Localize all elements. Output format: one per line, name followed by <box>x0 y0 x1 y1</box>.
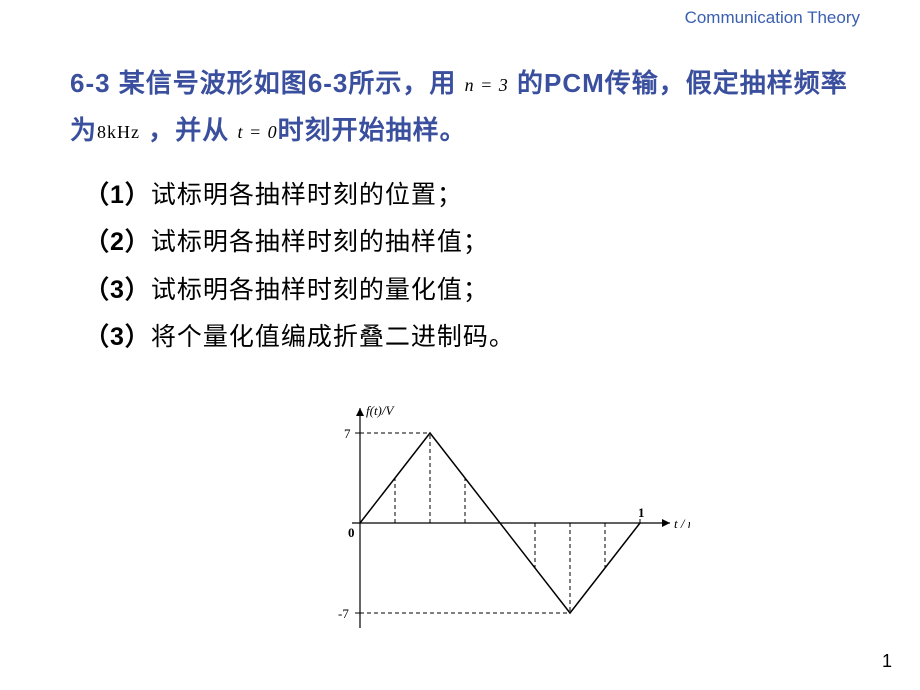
content-area: 6-3 某信号波形如图6-3所示，用 n = 3 的PCM传输，假定抽样频率为8… <box>70 60 860 362</box>
svg-text:t / ms: t / ms <box>674 516 690 531</box>
svg-text:-7: -7 <box>338 606 349 621</box>
formula-n: n = 3 <box>465 75 509 95</box>
header-title: Communication Theory <box>685 8 860 27</box>
fig-ref: 6-3 <box>308 68 349 98</box>
item-list: （1）试标明各抽样时刻的位置； （2）试标明各抽样时刻的抽样值； （3）试标明各… <box>70 172 860 362</box>
page-header: Communication Theory <box>685 8 860 28</box>
item-number: （3） <box>84 323 151 351</box>
problem-number: 6-3 <box>70 68 111 98</box>
svg-text:f(t)/V: f(t)/V <box>366 403 395 418</box>
svg-text:7: 7 <box>344 426 351 441</box>
problem-statement: 6-3 某信号波形如图6-3所示，用 n = 3 的PCM传输，假定抽样频率为8… <box>70 60 860 154</box>
item-text: 将个量化值编成折叠二进制码。 <box>151 323 515 351</box>
list-item: （3）将个量化值编成折叠二进制码。 <box>84 314 860 362</box>
item-number: （2） <box>84 228 151 256</box>
text-1: 某信号波形如图 <box>111 68 308 98</box>
pcm-label: PCM <box>544 68 605 98</box>
page-num-value: 1 <box>882 651 892 671</box>
text-3: 的 <box>509 68 544 98</box>
item-number: （1） <box>84 181 151 209</box>
svg-text:1: 1 <box>638 505 645 520</box>
list-item: （3）试标明各抽样时刻的量化值； <box>84 267 860 315</box>
text-5: ，并从 <box>140 115 237 145</box>
list-item: （2）试标明各抽样时刻的抽样值； <box>84 219 860 267</box>
list-item: （1）试标明各抽样时刻的位置； <box>84 172 860 220</box>
formula-freq: 8kHz <box>97 122 140 142</box>
text-2: 所示，用 <box>348 68 464 98</box>
chart-svg: f(t)/V t / ms 7 -7 0 1 <box>310 398 690 658</box>
item-text: 试标明各抽样时刻的位置； <box>151 181 463 209</box>
svg-text:0: 0 <box>348 525 355 540</box>
page-number: 1 <box>882 651 892 672</box>
waveform-chart: f(t)/V t / ms 7 -7 0 1 <box>310 398 690 658</box>
item-text: 试标明各抽样时刻的量化值； <box>151 276 489 304</box>
item-text: 试标明各抽样时刻的抽样值； <box>151 228 489 256</box>
item-number: （3） <box>84 276 151 304</box>
formula-t: t = 0 <box>237 122 277 142</box>
text-6: 时刻开始抽样。 <box>278 115 467 145</box>
